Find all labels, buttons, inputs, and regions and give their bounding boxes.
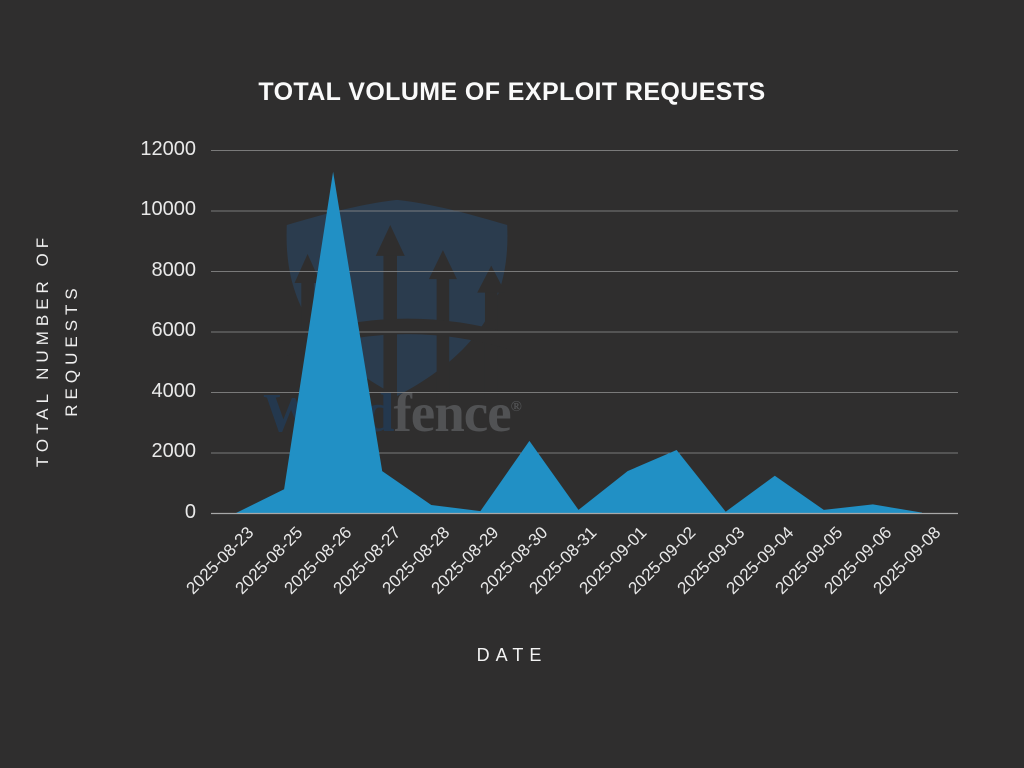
y-tick-label: 4000 — [151, 379, 197, 402]
chart-title: TOTAL VOLUME OF EXPLOIT REQUESTS — [258, 78, 766, 106]
y-tick-label: 8000 — [151, 258, 197, 281]
x-axis-title: DATE — [476, 645, 548, 665]
registered-trademark-symbol: ® — [510, 399, 522, 415]
y-tick-label: 10000 — [140, 198, 196, 220]
area-series — [235, 171, 922, 514]
y-tick-label: 0 — [184, 500, 196, 523]
y-tick-label: 12000 — [140, 137, 196, 160]
y-tick-label: 6000 — [151, 319, 197, 341]
y-tick-label: 2000 — [151, 440, 197, 462]
